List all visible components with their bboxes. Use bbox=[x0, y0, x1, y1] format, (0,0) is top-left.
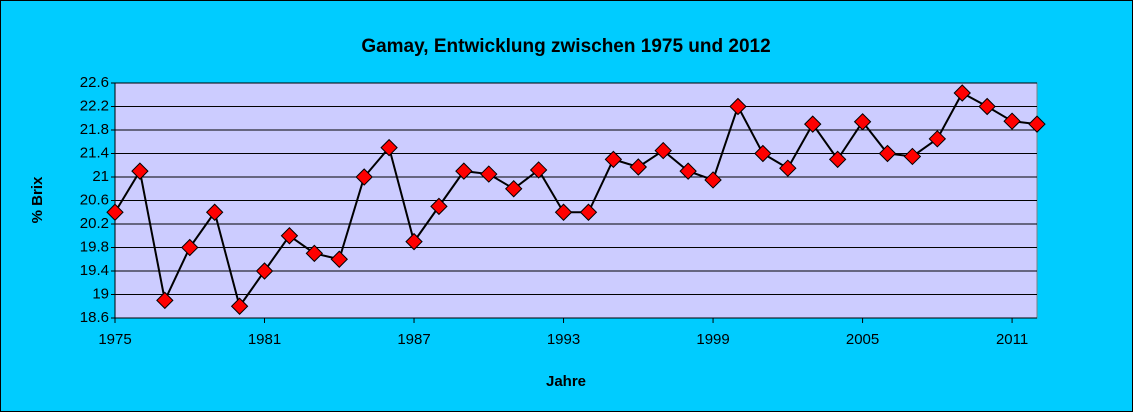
data-point bbox=[504, 180, 523, 198]
data-point bbox=[131, 162, 149, 180]
series-line bbox=[114, 91, 1038, 309]
data-point bbox=[779, 159, 797, 177]
data-point bbox=[106, 203, 124, 221]
data-point bbox=[1028, 115, 1046, 133]
data-point bbox=[604, 150, 623, 169]
data-point bbox=[654, 141, 672, 160]
x-tick-label: 1981 bbox=[248, 331, 281, 348]
x-tick-label: 1993 bbox=[547, 331, 580, 348]
y-axis-label: % Brix bbox=[29, 176, 46, 223]
x-tick-label: 1999 bbox=[696, 331, 729, 348]
data-point bbox=[953, 84, 971, 102]
data-point bbox=[255, 262, 274, 280]
y-tick-label: 19 bbox=[92, 285, 109, 302]
data-point bbox=[579, 203, 598, 221]
y-tick-label: 20.2 bbox=[80, 215, 109, 232]
data-point bbox=[280, 227, 299, 245]
x-tick-label: 1987 bbox=[397, 331, 430, 348]
data-point bbox=[156, 291, 174, 310]
data-point bbox=[754, 144, 772, 163]
data-point bbox=[853, 113, 872, 131]
data-point bbox=[679, 162, 697, 180]
data-point bbox=[704, 171, 722, 189]
y-tick-label: 20.6 bbox=[80, 191, 109, 208]
data-point bbox=[554, 203, 573, 221]
y-tick-label: 19.8 bbox=[80, 238, 109, 255]
y-tick-label: 22.2 bbox=[80, 97, 109, 114]
data-point bbox=[480, 165, 498, 183]
data-point bbox=[305, 244, 324, 263]
data-point bbox=[529, 161, 548, 179]
data-point bbox=[380, 138, 398, 157]
data-point bbox=[430, 197, 448, 216]
data-point bbox=[181, 238, 199, 257]
y-tick-label: 21.4 bbox=[80, 144, 109, 161]
data-point bbox=[928, 130, 947, 148]
data-point bbox=[804, 115, 822, 133]
data-point bbox=[205, 203, 224, 221]
data-point bbox=[455, 162, 473, 180]
y-tick-label: 21 bbox=[92, 168, 109, 185]
data-point bbox=[405, 232, 423, 251]
x-tick-label: 2005 bbox=[846, 331, 879, 348]
data-point bbox=[230, 297, 249, 315]
data-point bbox=[330, 250, 348, 268]
data-point bbox=[1003, 112, 1021, 130]
y-tick-label: 21.8 bbox=[80, 121, 109, 138]
x-tick-label: 2011 bbox=[996, 331, 1028, 348]
y-tick-label: 19.4 bbox=[80, 262, 109, 279]
data-point bbox=[978, 97, 996, 116]
y-tick-label: 22.6 bbox=[80, 74, 109, 91]
data-point bbox=[903, 147, 922, 166]
data-point bbox=[729, 97, 747, 116]
chart-title: Gamay, Entwicklung zwischen 1975 und 201… bbox=[361, 36, 770, 57]
data-point bbox=[828, 150, 847, 169]
data-point bbox=[629, 158, 648, 176]
x-axis-label: Jahre bbox=[546, 373, 586, 390]
data-point bbox=[878, 144, 897, 163]
data-point bbox=[355, 168, 373, 186]
y-tick-label: 18.6 bbox=[80, 309, 109, 326]
x-tick-label: 1975 bbox=[98, 331, 131, 348]
